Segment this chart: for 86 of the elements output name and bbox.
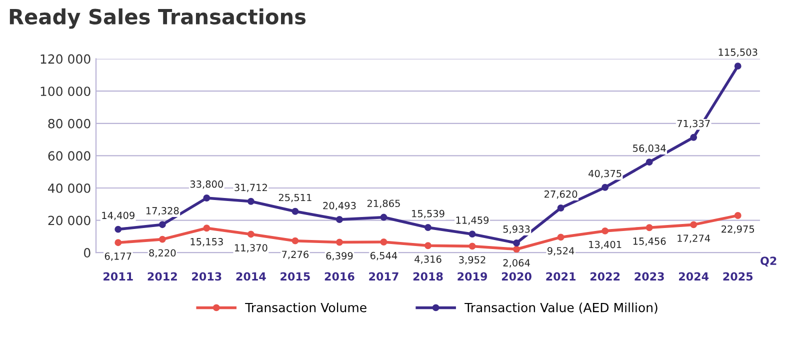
data-label: 31,712	[234, 184, 267, 192]
point	[158, 221, 166, 228]
point	[336, 216, 343, 223]
data-label: 71,337	[677, 120, 710, 128]
data-label: 8,220	[149, 249, 176, 258]
data-label: 6,177	[104, 252, 132, 261]
point	[690, 221, 698, 228]
point	[114, 239, 122, 246]
point	[513, 246, 520, 253]
y-tick-label: 80 000	[48, 118, 90, 128]
point	[247, 230, 254, 238]
point	[247, 198, 254, 205]
data-label: 2,064	[503, 259, 530, 268]
point	[424, 224, 432, 231]
point	[690, 134, 698, 141]
x-tick-label: 2011	[104, 272, 133, 281]
x-tick-label: 2013	[192, 272, 222, 281]
data-label: 7,276	[282, 250, 309, 260]
chart-title: Ready Sales Transactions	[10, 8, 306, 29]
data-label: 6,399	[326, 252, 353, 260]
x-tick-label: 2015	[280, 272, 310, 281]
text: Q2	[760, 256, 776, 267]
data-label: 40,375	[588, 170, 622, 178]
legend-label: Transaction Value (AED Million)	[464, 302, 658, 314]
point	[734, 212, 742, 219]
data-label: 15,153	[190, 238, 223, 246]
data-label: 5,933	[503, 225, 530, 234]
x-tick-label: 2016	[324, 272, 354, 281]
x-tick-label: 2017	[369, 272, 398, 281]
point	[292, 237, 299, 244]
point	[602, 227, 609, 234]
data-label: 3,952	[459, 256, 486, 264]
x-tick-label: 2020	[502, 272, 532, 281]
data-label: 14,409	[102, 212, 134, 220]
data-label: 15,539	[412, 210, 444, 218]
point	[468, 230, 476, 238]
y-tick-label: 40 000	[48, 183, 90, 193]
x-tick-label: 2018	[413, 272, 443, 281]
point	[602, 184, 609, 191]
point	[203, 194, 210, 202]
data-label: 9,524	[547, 247, 574, 256]
x-tick-label: 2021	[546, 272, 576, 281]
x-tick-label: 2019	[458, 272, 488, 281]
data-label: 17,328	[146, 207, 179, 216]
y-tick-label: 0	[84, 248, 90, 258]
point	[114, 226, 122, 233]
data-label: 4,316	[414, 256, 442, 264]
data-label: 115,503	[718, 48, 758, 57]
data-label: 22,975	[722, 225, 754, 234]
point	[468, 242, 476, 250]
data-label: 13,401	[589, 240, 622, 250]
x-tick-label: 2012	[148, 272, 177, 281]
point	[646, 224, 653, 232]
data-label: 27,620	[544, 190, 578, 199]
y-tick-label: 100 000	[40, 86, 90, 96]
point	[424, 242, 432, 250]
data-label: 17,274	[678, 234, 710, 243]
data-label: 11,459	[456, 216, 489, 225]
data-label: 11,370	[234, 244, 268, 252]
data-label: 6,544	[370, 252, 398, 260]
x-tick-label: 2022	[590, 272, 620, 281]
x-tick-label: 2014	[236, 272, 266, 281]
point	[336, 238, 343, 246]
y-tick-label: 60 000	[48, 151, 90, 161]
point	[557, 234, 564, 241]
point	[292, 208, 299, 215]
x-tick-label: 2023	[634, 272, 664, 281]
point	[203, 224, 210, 232]
point	[158, 236, 166, 243]
data-label: 21,865	[367, 200, 400, 208]
point	[380, 238, 388, 246]
point	[646, 158, 653, 166]
data-label: 20,493	[323, 202, 356, 210]
legend-label: Transaction Volume	[245, 302, 366, 312]
x-tick-label: 2024	[679, 272, 709, 281]
point	[513, 240, 520, 246]
y-tick-label: 120 000	[40, 54, 90, 64]
data-label: 25,511	[278, 194, 312, 202]
data-label: 33,800	[190, 180, 224, 189]
y-tick-label: 20 000	[48, 216, 90, 226]
point	[557, 204, 564, 212]
point	[380, 214, 388, 221]
data-label: 56,034	[633, 144, 666, 153]
x-tick-label: 2025	[723, 272, 753, 281]
data-label: 15,456	[633, 238, 666, 246]
point	[734, 62, 742, 70]
